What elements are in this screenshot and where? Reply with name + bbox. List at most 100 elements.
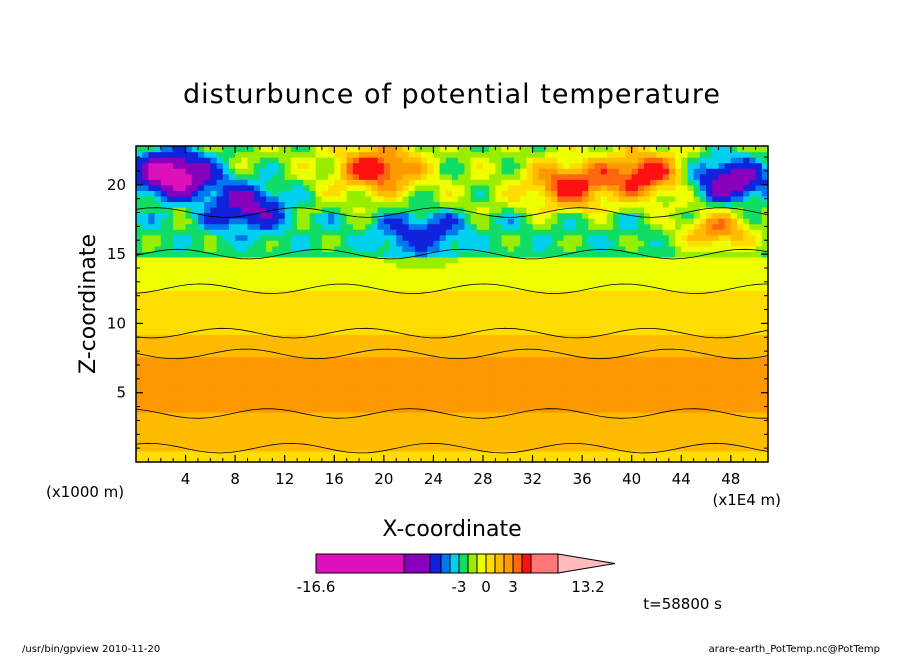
field-cell [588, 206, 596, 214]
field-cell [297, 389, 304, 397]
field-cell [507, 334, 515, 341]
field-cell [179, 367, 187, 374]
field-cell [464, 223, 472, 230]
field-cell [582, 423, 589, 430]
field-cell [464, 273, 472, 280]
field-cell [538, 450, 546, 458]
field-cell [179, 395, 187, 402]
field-cell [328, 290, 335, 297]
field-cell [247, 256, 255, 264]
field-cell [464, 362, 472, 369]
field-cell [538, 190, 546, 197]
field-cell [551, 256, 558, 264]
field-cell [328, 245, 335, 252]
field-cell [365, 223, 373, 230]
field-cell [452, 334, 459, 341]
field-cell [526, 195, 534, 203]
field-cell [309, 234, 317, 241]
field-cell [526, 450, 534, 458]
field-cell [445, 389, 453, 397]
field-cell [414, 173, 422, 180]
field-cell [160, 157, 168, 164]
field-cell [272, 384, 280, 391]
field-cell [346, 412, 354, 419]
field-cell [290, 190, 298, 197]
field-cell [619, 184, 627, 191]
field-cell [544, 151, 552, 158]
field-cell [390, 234, 397, 241]
field-cell [526, 317, 534, 324]
field-cell [631, 328, 639, 336]
field-cell [235, 218, 242, 225]
field-cell [197, 157, 205, 164]
field-cell [606, 306, 614, 313]
field-cell [222, 245, 230, 252]
field-cell [507, 456, 515, 462]
field-cell [631, 184, 639, 191]
field-cell [445, 195, 453, 203]
field-cell [476, 434, 484, 441]
field-cell [290, 146, 298, 153]
field-cell [482, 290, 490, 297]
field-cell [650, 229, 658, 236]
field-cell [575, 301, 583, 308]
field-cell [290, 273, 298, 280]
field-cell [656, 362, 664, 369]
field-cell [421, 362, 428, 369]
field-cell [191, 445, 199, 452]
field-cell [421, 456, 428, 462]
field-cell [439, 245, 447, 252]
field-cell [513, 406, 521, 413]
field-cell [346, 157, 354, 164]
field-cell [340, 206, 348, 214]
field-cell [241, 173, 249, 180]
field-cell [582, 412, 589, 419]
field-cell [563, 195, 571, 203]
field-cell [259, 417, 267, 424]
field-cell [551, 162, 558, 169]
field-cell [290, 234, 298, 241]
field-cell [210, 367, 218, 374]
field-cell [284, 279, 292, 286]
field-cell [142, 323, 149, 330]
field-cell [315, 423, 323, 430]
field-cell [321, 423, 329, 430]
field-cell [538, 206, 546, 214]
field-cell [631, 367, 639, 374]
field-cell [315, 367, 323, 374]
field-cell [606, 256, 614, 264]
field-cell [569, 356, 577, 363]
field-cell [606, 240, 614, 247]
field-cell [284, 428, 292, 435]
field-cell [321, 284, 329, 291]
field-cell [538, 317, 546, 324]
field-cell [551, 212, 558, 219]
field-cell [303, 223, 311, 230]
field-cell [662, 195, 670, 203]
field-cell [501, 151, 509, 158]
field-cell [588, 412, 596, 419]
field-cell [625, 245, 633, 252]
field-cell [489, 328, 496, 336]
field-cell [396, 356, 404, 363]
field-cell [538, 284, 546, 291]
field-cell [582, 146, 589, 153]
field-cell [563, 306, 571, 313]
field-cell [439, 223, 447, 230]
field-cell [644, 234, 651, 241]
field-cell [458, 450, 465, 458]
field-cell [637, 290, 645, 297]
field-cell [464, 184, 472, 191]
field-cell [476, 378, 484, 385]
field-cell [328, 384, 335, 391]
field-cell [476, 456, 484, 462]
field-cell [582, 195, 589, 203]
field-cell [253, 290, 261, 297]
field-cell [675, 301, 682, 308]
field-cell [334, 146, 342, 153]
field-cell [452, 378, 459, 385]
field-cell [284, 251, 292, 258]
field-cell [197, 434, 205, 441]
field-cell [160, 306, 168, 313]
field-cell [675, 456, 682, 462]
